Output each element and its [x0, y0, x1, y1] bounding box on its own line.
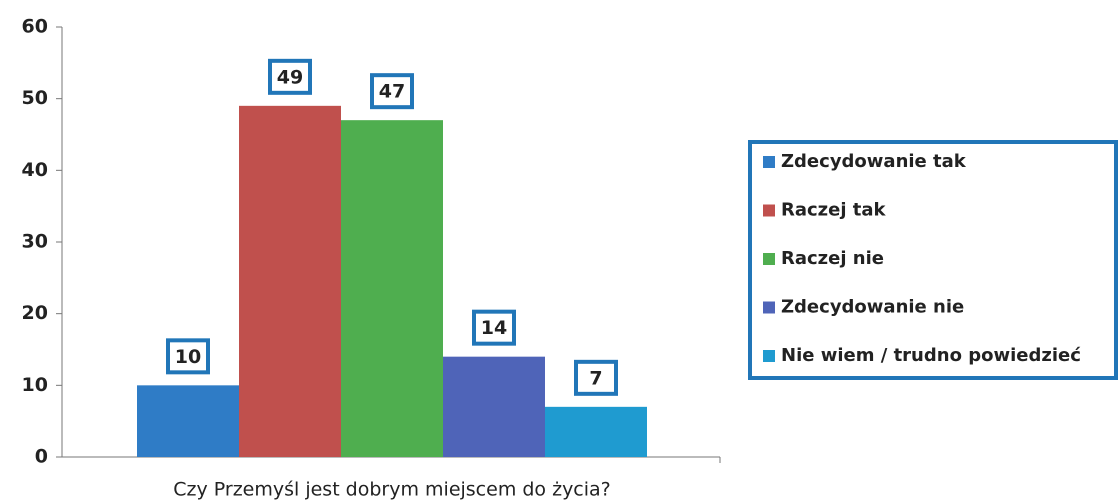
legend-label: Nie wiem / trudno powiedzieć: [781, 345, 1081, 366]
legend-label: Zdecydowanie nie: [781, 297, 964, 318]
value-label: 49: [277, 66, 303, 88]
legend-swatch: [763, 301, 775, 314]
bar: [341, 120, 443, 458]
legend-swatch: [763, 253, 775, 265]
legend-box: [748, 140, 1118, 380]
legend-label: Zdecydowanie tak: [781, 151, 967, 172]
y-tick-label: 30: [22, 231, 48, 253]
value-label: 10: [175, 346, 201, 368]
legend-label: Raczej nie: [781, 248, 884, 269]
legend-swatch: [763, 350, 775, 362]
legend-swatch: [763, 204, 775, 217]
y-tick-label: 0: [35, 446, 48, 468]
bar: [239, 105, 341, 457]
value-label-box: [268, 58, 312, 95]
value-label-box: [574, 359, 618, 396]
value-label: 7: [589, 367, 602, 389]
y-tick-label: 40: [22, 159, 48, 181]
bar: [545, 406, 647, 457]
value-label-box: [166, 338, 210, 375]
legend-swatch: [763, 156, 775, 168]
value-label-box: [370, 73, 414, 110]
y-tick-label: 60: [22, 16, 48, 38]
bar: [443, 356, 545, 457]
y-tick-label: 20: [22, 302, 48, 324]
value-label: 47: [379, 81, 405, 103]
value-label-box: [472, 309, 516, 346]
y-tick-label: 10: [22, 374, 48, 396]
value-label: 14: [481, 317, 507, 339]
x-tick-label: Czy Przemyśl jest dobrym miejscem do życ…: [173, 479, 611, 501]
bar: [137, 385, 239, 457]
y-tick-label: 50: [22, 87, 48, 109]
legend-label: Raczej tak: [781, 200, 887, 221]
